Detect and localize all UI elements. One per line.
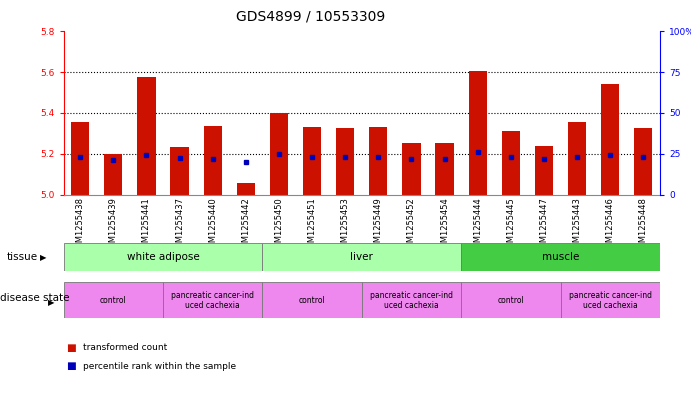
Bar	[601, 84, 619, 195]
Bar	[237, 183, 255, 195]
Text: GDS4899 / 10553309: GDS4899 / 10553309	[236, 10, 386, 24]
Bar	[269, 113, 288, 195]
Bar	[568, 122, 586, 195]
Bar	[171, 147, 189, 195]
Text: muscle: muscle	[542, 252, 579, 262]
Bar	[204, 126, 222, 195]
Bar	[163, 282, 263, 318]
Text: pancreatic cancer-ind
uced cachexia: pancreatic cancer-ind uced cachexia	[569, 290, 652, 310]
Text: ■: ■	[66, 343, 75, 353]
Bar	[461, 282, 560, 318]
Text: tissue: tissue	[7, 252, 38, 262]
Bar	[435, 143, 454, 195]
Bar	[64, 282, 163, 318]
Bar	[138, 77, 155, 195]
Text: transformed count: transformed count	[83, 343, 167, 352]
Bar	[502, 131, 520, 195]
Bar	[263, 282, 362, 318]
Bar	[369, 127, 388, 195]
Bar	[64, 31, 660, 195]
Text: pancreatic cancer-ind
uced cachexia: pancreatic cancer-ind uced cachexia	[171, 290, 254, 310]
Bar	[263, 243, 461, 271]
Text: control: control	[299, 296, 325, 305]
Bar	[362, 282, 461, 318]
Bar	[535, 145, 553, 195]
Bar	[303, 127, 321, 195]
Text: pancreatic cancer-ind
uced cachexia: pancreatic cancer-ind uced cachexia	[370, 290, 453, 310]
Text: ■: ■	[66, 361, 75, 371]
Bar	[468, 71, 486, 195]
Text: control: control	[100, 296, 126, 305]
Bar	[634, 128, 652, 195]
Bar	[64, 243, 263, 271]
Bar	[336, 128, 354, 195]
Text: liver: liver	[350, 252, 373, 262]
Bar	[402, 143, 421, 195]
Text: ▶: ▶	[40, 253, 47, 261]
Text: control: control	[498, 296, 524, 305]
Text: disease state: disease state	[0, 294, 70, 303]
Text: percentile rank within the sample: percentile rank within the sample	[83, 362, 236, 371]
Bar	[461, 243, 660, 271]
Bar	[71, 122, 89, 195]
Bar	[560, 282, 660, 318]
Text: white adipose: white adipose	[126, 252, 199, 262]
Text: ▶: ▶	[48, 298, 55, 307]
Bar	[104, 154, 122, 195]
